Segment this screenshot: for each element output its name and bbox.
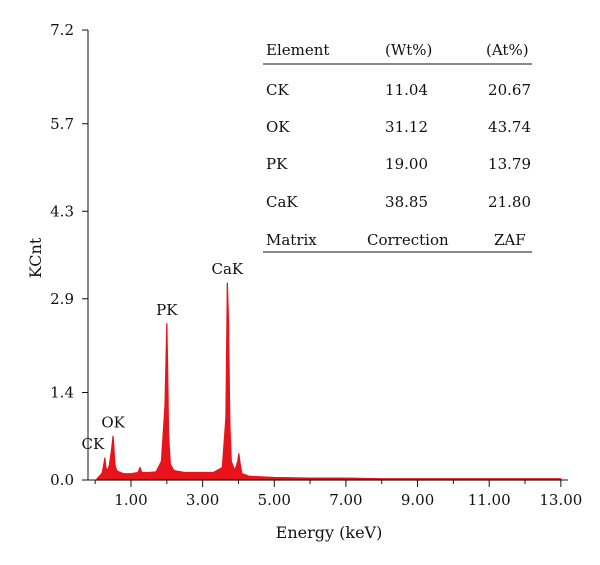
peak-label: CK <box>81 435 104 453</box>
peak-annotations: CK OK PK CaK <box>81 260 243 453</box>
table-row-wt: 19.00 <box>385 155 428 173</box>
x-tick-label: 11.00 <box>468 491 511 509</box>
x-tick-label: 9.00 <box>401 491 434 509</box>
y-tick-label: 0.0 <box>50 471 74 489</box>
peak-label: CaK <box>212 260 244 278</box>
table-header-wt: (Wt%) <box>385 41 432 59</box>
table-row-at: 21.80 <box>488 193 531 211</box>
x-tick-label: 3.00 <box>186 491 219 509</box>
x-tick-label: 13.00 <box>539 491 582 509</box>
table-row-element: OK <box>266 118 290 136</box>
table-footer-zaf: ZAF <box>494 231 526 249</box>
y-tick-label: 7.2 <box>50 21 74 39</box>
table-row-at: 13.79 <box>488 155 531 173</box>
table-row-at: 43.74 <box>488 118 531 136</box>
table-header-element: Element <box>266 41 329 59</box>
y-tick-label: 4.3 <box>50 202 74 220</box>
table-row-wt: 11.04 <box>385 81 428 99</box>
plot-area <box>96 282 562 481</box>
table-row-element: PK <box>266 155 288 173</box>
x-axis-title: Energy (keV) <box>276 523 383 542</box>
spectrum-series <box>96 282 562 481</box>
table-row-at: 20.67 <box>488 81 531 99</box>
y-tick-label: 5.7 <box>50 115 74 133</box>
peak-label: OK <box>101 413 125 431</box>
y-tick-label: 2.9 <box>50 290 74 308</box>
table-row-element: CaK <box>266 193 298 211</box>
x-axis: 1.00 3.00 5.00 7.00 9.00 11.00 13.00 <box>88 479 582 509</box>
table-row-wt: 38.85 <box>385 193 428 211</box>
table-header-at: (At%) <box>486 41 529 59</box>
x-tick-label: 7.00 <box>329 491 362 509</box>
x-tick-label: 1.00 <box>114 491 147 509</box>
y-tick-label: 1.4 <box>50 384 74 402</box>
table-row-wt: 31.12 <box>385 118 428 136</box>
table-footer-matrix: Matrix <box>266 231 317 249</box>
y-axis-title: KCnt <box>26 237 45 278</box>
x-tick-label: 5.00 <box>258 491 291 509</box>
composition-table: Element (Wt%) (At%) CK 11.04 20.67 OK 31… <box>263 41 532 253</box>
y-axis: 0.0 1.4 2.9 4.3 5.7 7.2 <box>50 21 89 489</box>
table-row-element: CK <box>266 81 289 99</box>
table-footer-correction: Correction <box>367 231 449 249</box>
peak-label: PK <box>156 301 178 319</box>
